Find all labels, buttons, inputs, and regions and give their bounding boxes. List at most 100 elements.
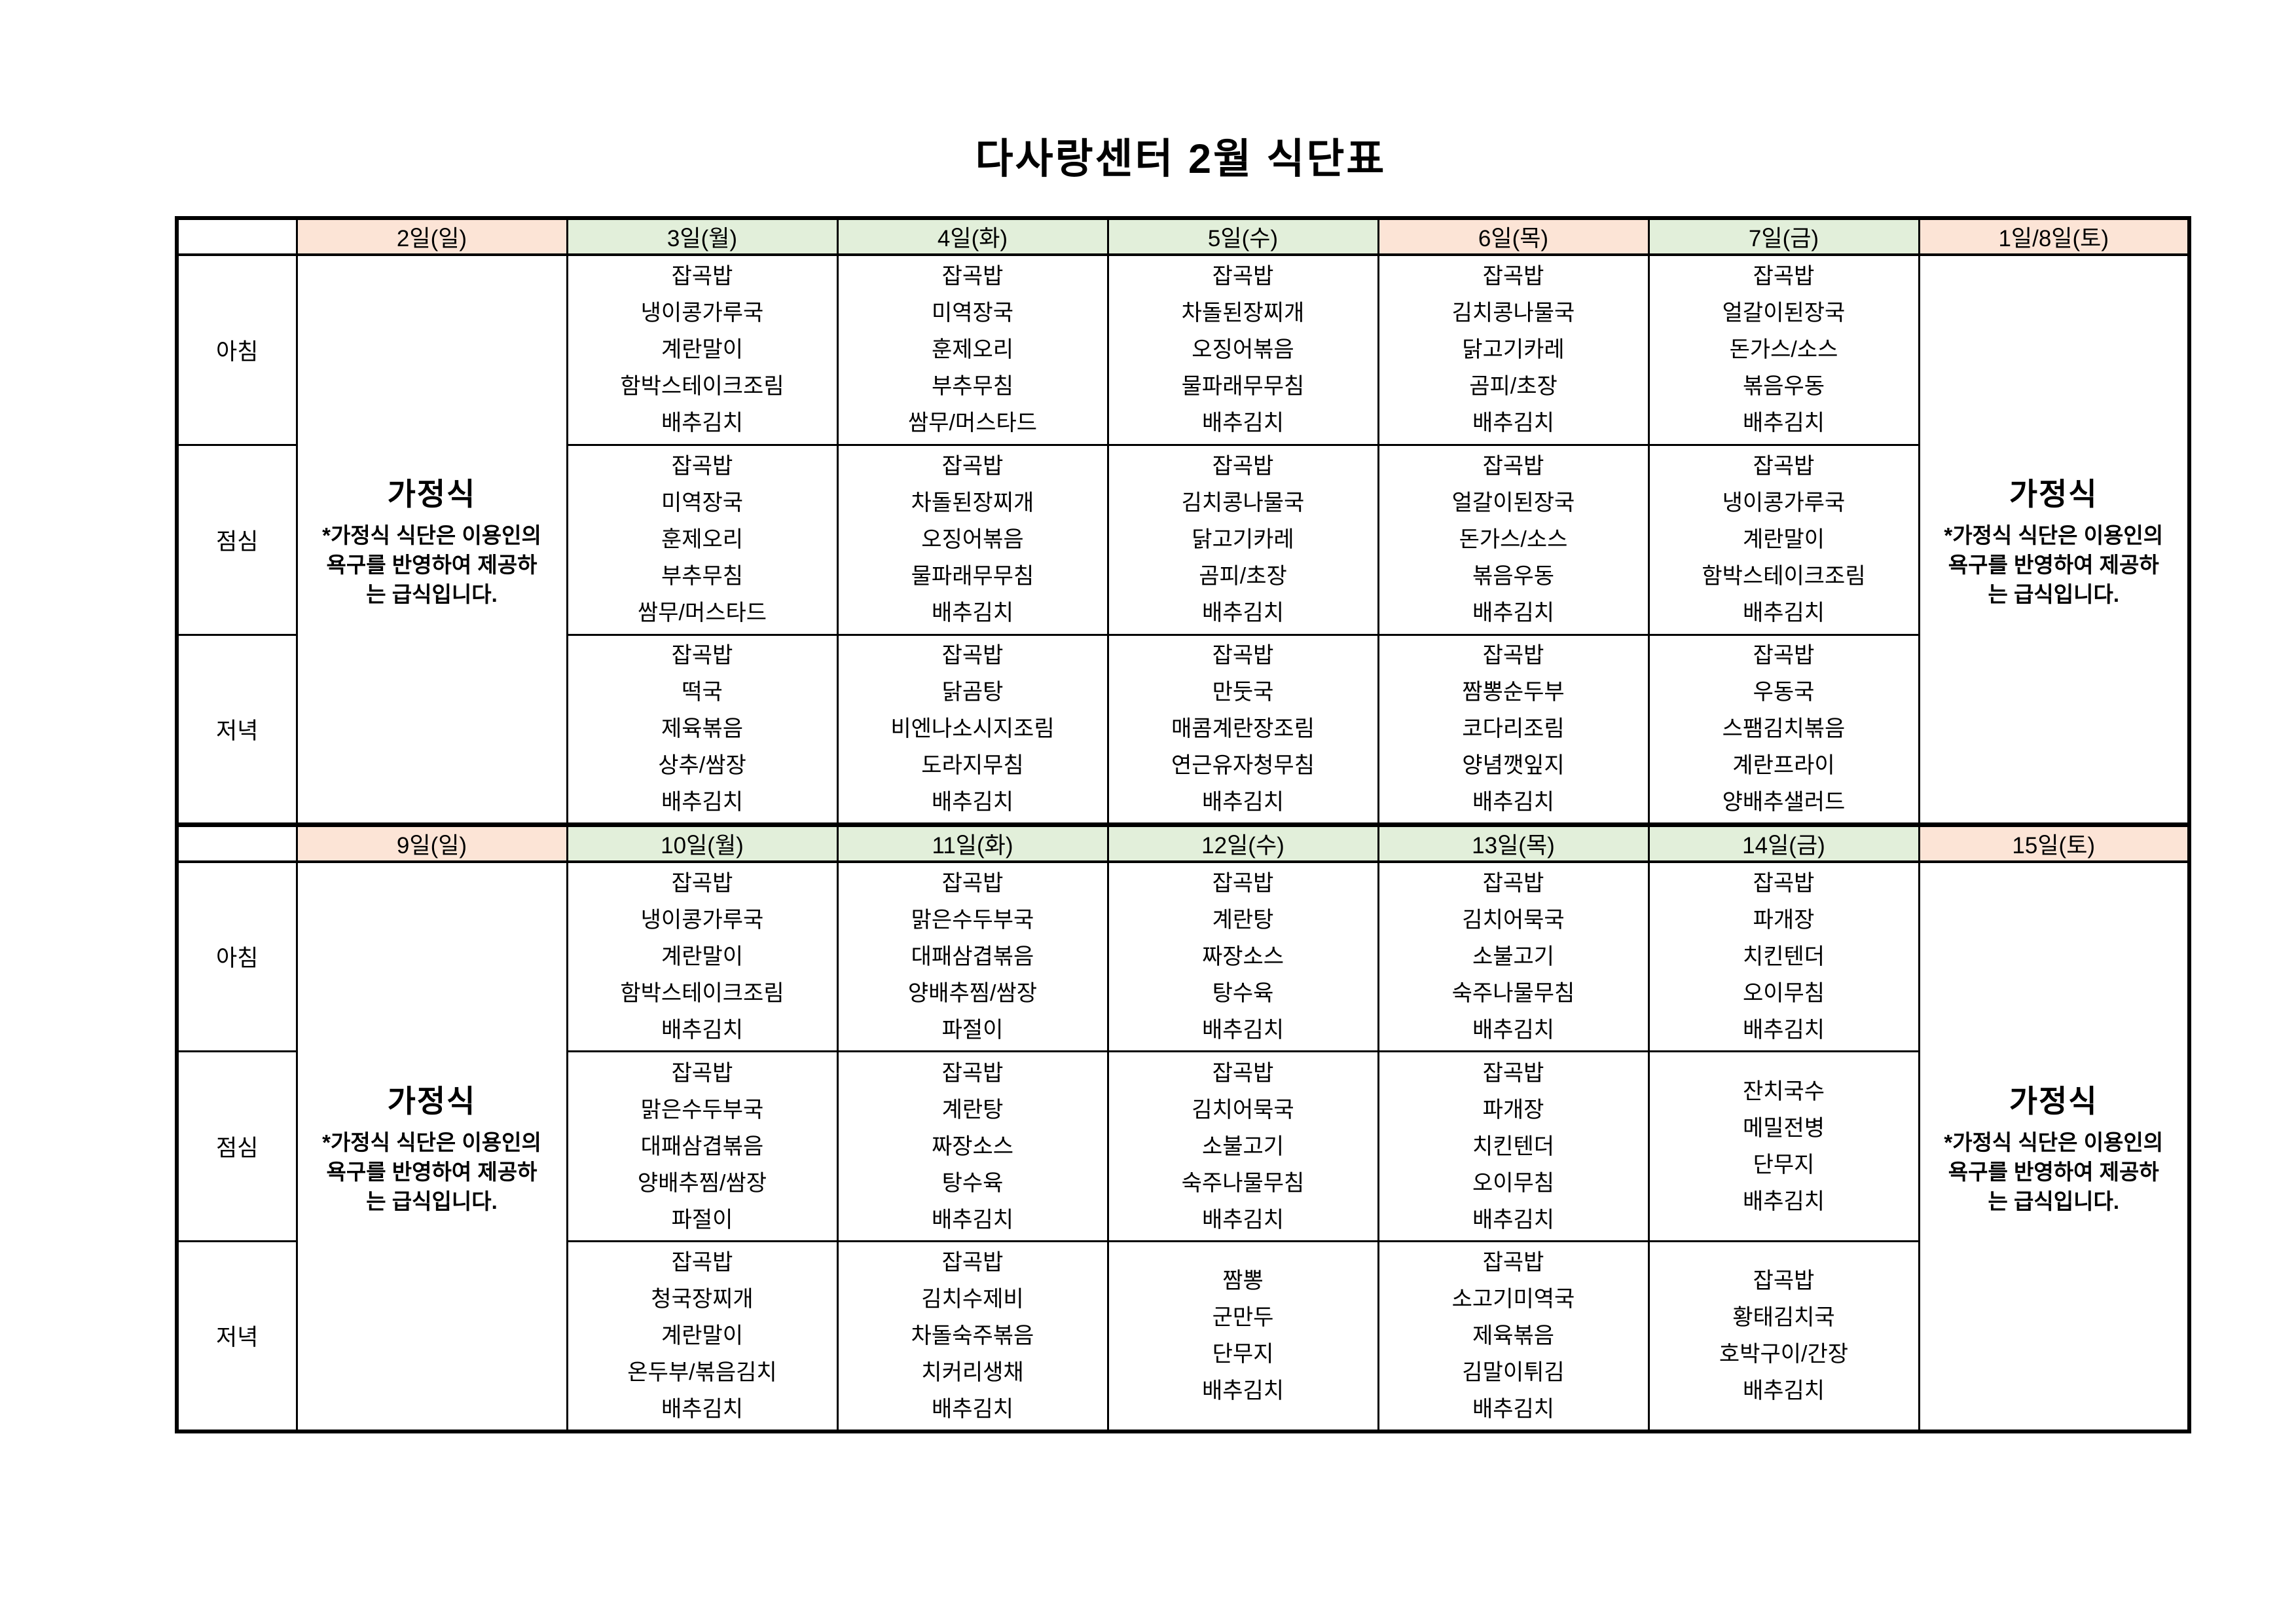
menu-item: 만둣국 [1212, 680, 1274, 705]
menu-cell-fri1-dinner: 잡곡밥 우동국 스팸김치볶음 계란프라이 양배추샐러드 [1647, 633, 1920, 826]
menu-item: 함박스테이크조림 [1702, 564, 1866, 589]
meal-row-label-breakfast: 아침 [175, 253, 298, 446]
menu-item: 훈제오리 [661, 527, 744, 552]
meal-row-label-dinner: 저녁 [175, 633, 298, 826]
menu-item: 탕수육 [1212, 980, 1274, 1006]
menu-item: 잡곡밥 [1753, 264, 1815, 289]
menu-item: 배추김치 [1472, 1207, 1555, 1232]
menu-item: 냉이콩가루국 [640, 301, 764, 326]
day-header-wed2: 12일(수) [1106, 822, 1379, 863]
gajeongsik-note-line: 는 급식입니다. [366, 582, 498, 607]
menu-item: 온두부/볶음김치 [627, 1359, 777, 1385]
corner-cell [175, 822, 298, 863]
menu-item: 군만두 [1212, 1304, 1274, 1330]
meal-row-label-dinner: 저녁 [175, 1240, 298, 1432]
menu-cell-tue1-lunch: 잡곡밥 차돌된장찌개 오징어볶음 물파래무무침 배추김치 [836, 443, 1109, 636]
menu-item: 잡곡밥 [1482, 870, 1544, 896]
menu-item: 잡곡밥 [1482, 1060, 1544, 1086]
day-header-thu1: 6일(목) [1377, 217, 1650, 256]
menu-item: 제육볶음 [1472, 1323, 1555, 1348]
week1-header-row: 2일(일) 3일(월) 4일(화) 5일(수) 6일(목) 7일(금) 1일/8… [175, 217, 2191, 256]
menu-item: 비엔나소시지조림 [890, 716, 1055, 741]
day-header-sun2: 9일(일) [295, 822, 568, 863]
menu-cell-mon1-dinner: 잡곡밥 떡국 제육볶음 상추/쌈장 배추김치 [566, 633, 839, 826]
menu-item: 잔치국수 [1742, 1079, 1825, 1104]
gajeongsik-note-line: 욕구를 반영하여 제공하 [1948, 553, 2159, 578]
menu-cell-mon1-breakfast: 잡곡밥 냉이콩가루국 계란말이 함박스테이크조림 배추김치 [566, 253, 839, 446]
menu-cell-tue2-lunch: 잡곡밥 계란탕 짜장소스 탕수육 배추김치 [836, 1050, 1109, 1242]
menu-item: 쌈무/머스타드 [907, 411, 1038, 436]
menu-item: 잡곡밥 [1482, 1249, 1544, 1275]
menu-item: 배추김치 [1742, 1017, 1825, 1043]
menu-item: 부추무침 [931, 374, 1014, 399]
menu-item: 차돌숙주볶음 [911, 1323, 1034, 1348]
gajeongsik-note: *가정식 식단은 이용인의 욕구를 반영하여 제공하 는 급식입니다. [299, 521, 565, 609]
menu-item: 잡곡밥 [671, 1060, 733, 1086]
menu-item: 볶음우동 [1742, 374, 1825, 399]
menu-item: 잡곡밥 [1212, 1060, 1274, 1086]
menu-item: 잡곡밥 [941, 454, 1004, 479]
menu-cell-wed2-dinner: 짬뽕 군만두 단무지 배추김치 [1106, 1240, 1379, 1432]
gajeongsik-note-line: 욕구를 반영하여 제공하 [326, 1160, 538, 1184]
gajeongsik-title: 가정식 [2009, 1084, 2098, 1118]
menu-item: 냉이콩가루국 [640, 907, 764, 932]
menu-item: 도라지무침 [921, 753, 1024, 778]
menu-item: 스팸김치볶음 [1722, 716, 1846, 741]
day-header-fri1: 7일(금) [1647, 217, 1920, 256]
menu-item: 배추김치 [1472, 600, 1555, 625]
gajeongsik-cell-saturday-week2: 가정식 *가정식 식단은 이용인의 욕구를 반영하여 제공하 는 급식입니다. [1918, 860, 2191, 1432]
menu-item: 잡곡밥 [941, 643, 1004, 668]
menu-item: 배추김치 [1201, 1207, 1285, 1232]
gajeongsik-title: 가정식 [387, 1084, 477, 1118]
menu-item: 배추김치 [931, 1396, 1014, 1422]
menu-item: 치킨텐더 [1472, 1134, 1555, 1159]
menu-cell-tue1-dinner: 잡곡밥 닭곰탕 비엔나소시지조림 도라지무침 배추김치 [836, 633, 1109, 826]
menu-item: 소고기미역국 [1451, 1286, 1575, 1312]
menu-cell-wed2-breakfast: 잡곡밥 계란탕 짜장소스 탕수육 배추김치 [1106, 860, 1379, 1052]
menu-item: 배추김치 [661, 1396, 744, 1422]
menu-cell-thu2-dinner: 잡곡밥 소고기미역국 제육볶음 김말이튀김 배추김치 [1377, 1240, 1650, 1432]
menu-item: 양념깻잎지 [1462, 753, 1565, 778]
menu-item: 배추김치 [1742, 1189, 1825, 1214]
gajeongsik-note-line: 는 급식입니다. [1988, 582, 2120, 607]
menu-item: 잡곡밥 [671, 870, 733, 896]
menu-item: 계란탕 [1212, 907, 1274, 932]
gajeongsik-note-line: *가정식 식단은 이용인의 [322, 523, 541, 548]
meal-row-label-lunch: 점심 [175, 1050, 298, 1242]
week2-dinner-row: 저녁 잡곡밥 청국장찌개 계란말이 온두부/볶음김치 배추김치 잡곡밥 김치수제비 차돌숙주… [175, 1240, 2189, 1432]
menu-item: 잡곡밥 [941, 264, 1004, 289]
menu-item: 잡곡밥 [1753, 454, 1815, 479]
menu-item: 배추김치 [931, 600, 1014, 625]
day-header-fri2: 14일(금) [1647, 822, 1920, 863]
menu-item: 김치어묵국 [1192, 1097, 1294, 1122]
menu-item: 파절이 [941, 1017, 1004, 1043]
menu-item: 물파래무무침 [1181, 374, 1305, 399]
menu-cell-thu1-lunch: 잡곡밥 얼갈이된장국 돈가스/소스 볶음우동 배추김치 [1377, 443, 1650, 636]
menu-cell-wed1-dinner: 잡곡밥 만둣국 매콤계란장조림 연근유자청무침 배추김치 [1106, 633, 1379, 826]
menu-item: 배추김치 [1201, 1017, 1285, 1043]
gajeongsik-note-line: *가정식 식단은 이용인의 [322, 1130, 541, 1154]
menu-item: 배추김치 [931, 790, 1014, 815]
menu-item: 계란말이 [661, 337, 744, 363]
gajeongsik-note-line: *가정식 식단은 이용인의 [1944, 523, 2164, 548]
menu-cell-mon2-dinner: 잡곡밥 청국장찌개 계란말이 온두부/볶음김치 배추김치 [566, 1240, 839, 1432]
menu-item: 짜장소스 [1201, 944, 1285, 969]
menu-cell-thu2-breakfast: 잡곡밥 김치어묵국 소불고기 숙주나물무침 배추김치 [1377, 860, 1650, 1052]
menu-item: 탕수육 [941, 1170, 1004, 1196]
week2-breakfast-row: 아침 가정식 *가정식 식단은 이용인의 욕구를 반영하여 제공하 는 급식입니… [175, 860, 2191, 1432]
menu-item: 김치콩나물국 [1181, 490, 1305, 515]
gajeongsik-note-line: 는 급식입니다. [1988, 1189, 2120, 1213]
menu-item: 김치수제비 [921, 1286, 1024, 1312]
menu-item: 잡곡밥 [1482, 454, 1544, 479]
gajeongsik-note-line: 욕구를 반영하여 제공하 [1948, 1160, 2159, 1184]
menu-item: 코다리조림 [1462, 716, 1565, 741]
day-header-sun1: 2일(일) [295, 217, 568, 256]
menu-item: 오이무침 [1742, 980, 1825, 1006]
menu-item: 잡곡밥 [1753, 870, 1815, 896]
menu-item: 함박스테이크조림 [620, 980, 784, 1006]
day-header-tue2: 11일(화) [836, 822, 1109, 863]
menu-item: 숙주나물무침 [1451, 980, 1575, 1006]
menu-item: 치커리생채 [921, 1359, 1024, 1385]
menu-item: 맑은수두부국 [911, 907, 1034, 932]
menu-item: 물파래무무침 [911, 564, 1034, 589]
